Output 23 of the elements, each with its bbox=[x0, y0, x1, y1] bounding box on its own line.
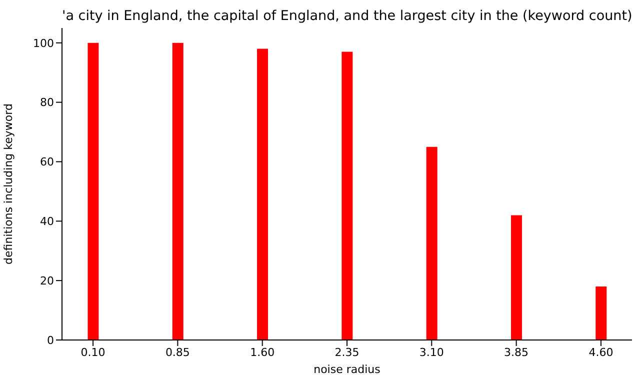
y-tick-label: 0 bbox=[47, 334, 54, 347]
y-axis-title: definitions including keyword bbox=[2, 104, 15, 264]
y-tick-label: 40 bbox=[40, 215, 54, 228]
x-tick-label: 0.85 bbox=[165, 346, 190, 359]
bar bbox=[172, 42, 184, 340]
x-axis-title: noise radius bbox=[314, 363, 381, 375]
bar bbox=[88, 42, 99, 340]
bar bbox=[510, 215, 522, 340]
bar bbox=[257, 48, 268, 340]
y-tick-label: 60 bbox=[40, 156, 54, 169]
bar bbox=[596, 286, 607, 340]
x-tick-label: 3.10 bbox=[419, 346, 444, 359]
bar bbox=[342, 52, 353, 340]
y-tick-label: 80 bbox=[40, 96, 54, 110]
x-tick-label: 3.85 bbox=[504, 346, 529, 359]
bar bbox=[426, 146, 438, 340]
chart-title: 'a city in England, the capital of England, and the largest city in the (keyword count) bbox=[62, 8, 632, 24]
y-tick-label: 20 bbox=[40, 274, 54, 288]
x-tick-label: 4.60 bbox=[588, 346, 614, 359]
x-tick-label: 1.60 bbox=[250, 346, 275, 359]
x-tick-label: 0.10 bbox=[80, 346, 106, 359]
x-tick-label: 2.35 bbox=[334, 346, 360, 359]
y-tick-label: 100 bbox=[33, 36, 54, 50]
